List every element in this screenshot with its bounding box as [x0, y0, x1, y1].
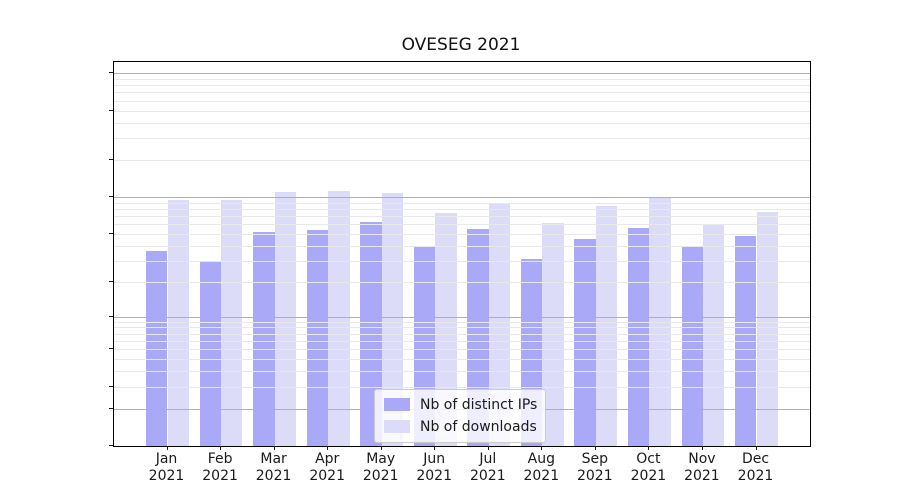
gridline-minor [114, 138, 810, 139]
y-tick [109, 385, 113, 387]
gridline-minor [114, 341, 810, 342]
legend-item-downloads: Nb of downloads [384, 417, 537, 436]
y-tick [109, 195, 113, 197]
x-tick [220, 446, 222, 450]
bar-downloads-jun [435, 213, 457, 446]
gridline-minor [114, 208, 810, 210]
gridline-minor [114, 233, 810, 235]
bar-downloads-may [381, 193, 404, 446]
x-tick-label: Oct 2021 [630, 451, 667, 484]
x-tick-label: May 2021 [362, 451, 399, 484]
x-tick [755, 446, 757, 450]
y-tick [109, 158, 113, 160]
x-tick [701, 446, 703, 450]
chart-title: OVESEG 2021 [401, 35, 521, 55]
bar-downloads-nov [702, 225, 725, 446]
x-tick [487, 446, 489, 450]
bar-distinct-ips-feb [199, 260, 222, 446]
bar-downloads-mar [274, 191, 296, 446]
gridline-minor [114, 281, 810, 283]
gridline-minor [114, 216, 810, 217]
y-tick [109, 232, 113, 234]
legend-label-downloads: Nb of downloads [420, 418, 537, 435]
x-tick [327, 446, 329, 450]
gridline-minor [114, 78, 810, 80]
legend-item-distinct-ips: Nb of distinct IPs [384, 395, 538, 414]
gridline-major [114, 73, 810, 75]
legend: Nb of distinct IPs Nb of downloads [374, 389, 546, 443]
gridline-minor [114, 85, 810, 87]
x-tick-label: Dec 2021 [737, 451, 774, 484]
x-tick [273, 446, 275, 450]
x-tick [434, 446, 436, 450]
x-tick [541, 446, 543, 450]
gridline-minor [114, 110, 810, 112]
gridline-minor [114, 159, 810, 161]
bar-distinct-ips-nov [681, 246, 703, 446]
legend-label-distinct-ips: Nb of distinct IPs [420, 396, 538, 413]
x-tick [380, 446, 382, 450]
x-tick-label: Jun 2021 [416, 451, 453, 484]
y-tick [109, 445, 113, 446]
gridline-minor [114, 245, 810, 247]
gridline-minor [114, 321, 810, 323]
y-tick [109, 72, 113, 74]
bar-distinct-ips-jan [146, 251, 168, 446]
bar-downloads-jul [488, 202, 511, 446]
x-tick-label: Apr 2021 [309, 451, 346, 484]
y-tick [109, 280, 113, 282]
x-tick-label: Nov 2021 [684, 451, 720, 484]
y-tick [109, 348, 113, 350]
x-tick [166, 446, 168, 450]
gridline-minor [114, 100, 810, 102]
x-tick-label: Jul 2021 [469, 451, 506, 484]
gridline-minor [114, 122, 810, 124]
legend-swatch-downloads [384, 420, 410, 433]
bar-distinct-ips-apr [306, 229, 329, 446]
gridline-minor [114, 333, 810, 335]
y-tick [109, 407, 113, 409]
bar-downloads-apr [328, 190, 350, 446]
x-tick [594, 446, 596, 450]
gridline-minor [114, 349, 810, 351]
gridline-major [114, 196, 810, 198]
gridline-minor [114, 371, 810, 373]
gridline-minor [114, 202, 810, 204]
gridline-minor [114, 260, 810, 262]
x-tick-label: Feb 2021 [202, 451, 238, 484]
x-tick-label: Aug 2021 [523, 451, 560, 484]
y-tick [109, 109, 113, 111]
grid-layer [114, 62, 810, 446]
gridline-major [114, 316, 810, 318]
bar-downloads-oct [649, 196, 671, 446]
gridline-minor [114, 327, 810, 329]
gridline-minor [114, 359, 810, 361]
y-tick [109, 315, 113, 317]
x-tick-label: Mar 2021 [255, 451, 292, 484]
gridline-minor [114, 386, 810, 388]
bar-distinct-ips-mar [253, 231, 275, 446]
x-tick-label: Sep 2021 [576, 451, 613, 484]
gridline-minor [114, 224, 810, 226]
x-tick [648, 446, 650, 450]
bar-distinct-ips-sep [574, 239, 596, 446]
gridline-minor [114, 92, 810, 94]
x-tick-label: Jan 2021 [148, 451, 185, 484]
bar-downloads-sep [595, 206, 618, 446]
legend-swatch-distinct-ips [384, 398, 410, 411]
